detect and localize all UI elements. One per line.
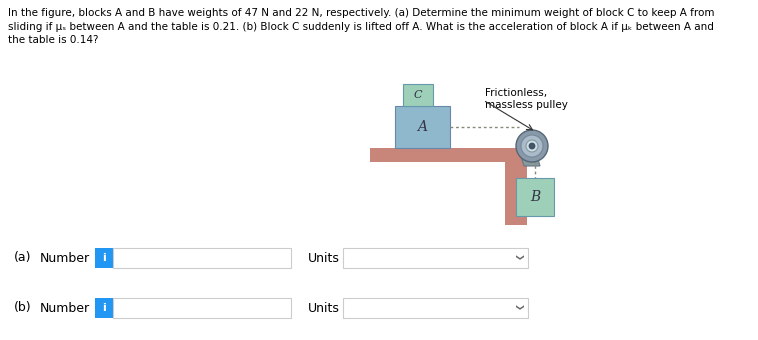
Text: (b): (b) — [14, 302, 32, 314]
Bar — [403, 84, 433, 106]
Bar — [343, 298, 528, 318]
Bar — [505, 162, 527, 225]
Text: ❯: ❯ — [513, 305, 522, 311]
Text: Units: Units — [308, 302, 340, 314]
Bar — [516, 178, 554, 216]
Text: i: i — [102, 303, 106, 313]
Text: In the figure, blocks A and B have weights of 47 N and 22 N, respectively. (a) D: In the figure, blocks A and B have weigh… — [8, 8, 715, 18]
Bar — [395, 106, 450, 148]
Polygon shape — [518, 148, 540, 166]
Text: i: i — [102, 253, 106, 263]
Circle shape — [516, 130, 548, 162]
Circle shape — [529, 143, 535, 149]
Text: sliding if μₛ between A and the table is 0.21. (b) Block C suddenly is lifted of: sliding if μₛ between A and the table is… — [8, 21, 714, 32]
Circle shape — [526, 140, 538, 152]
Bar — [95, 248, 113, 268]
Text: (a): (a) — [14, 252, 32, 265]
Bar — [370, 148, 530, 162]
Text: Number: Number — [40, 302, 90, 314]
Text: Units: Units — [308, 252, 340, 265]
Text: Frictionless,
massless pulley: Frictionless, massless pulley — [485, 88, 568, 109]
Bar — [95, 298, 113, 318]
Text: A: A — [418, 120, 428, 134]
Text: B: B — [530, 190, 540, 204]
Text: C: C — [414, 90, 422, 100]
Circle shape — [521, 135, 543, 157]
Bar — [343, 248, 528, 268]
Text: the table is 0.14?: the table is 0.14? — [8, 35, 99, 45]
Bar — [113, 248, 291, 268]
Text: ❯: ❯ — [513, 255, 522, 261]
Text: Number: Number — [40, 252, 90, 265]
Bar — [113, 298, 291, 318]
